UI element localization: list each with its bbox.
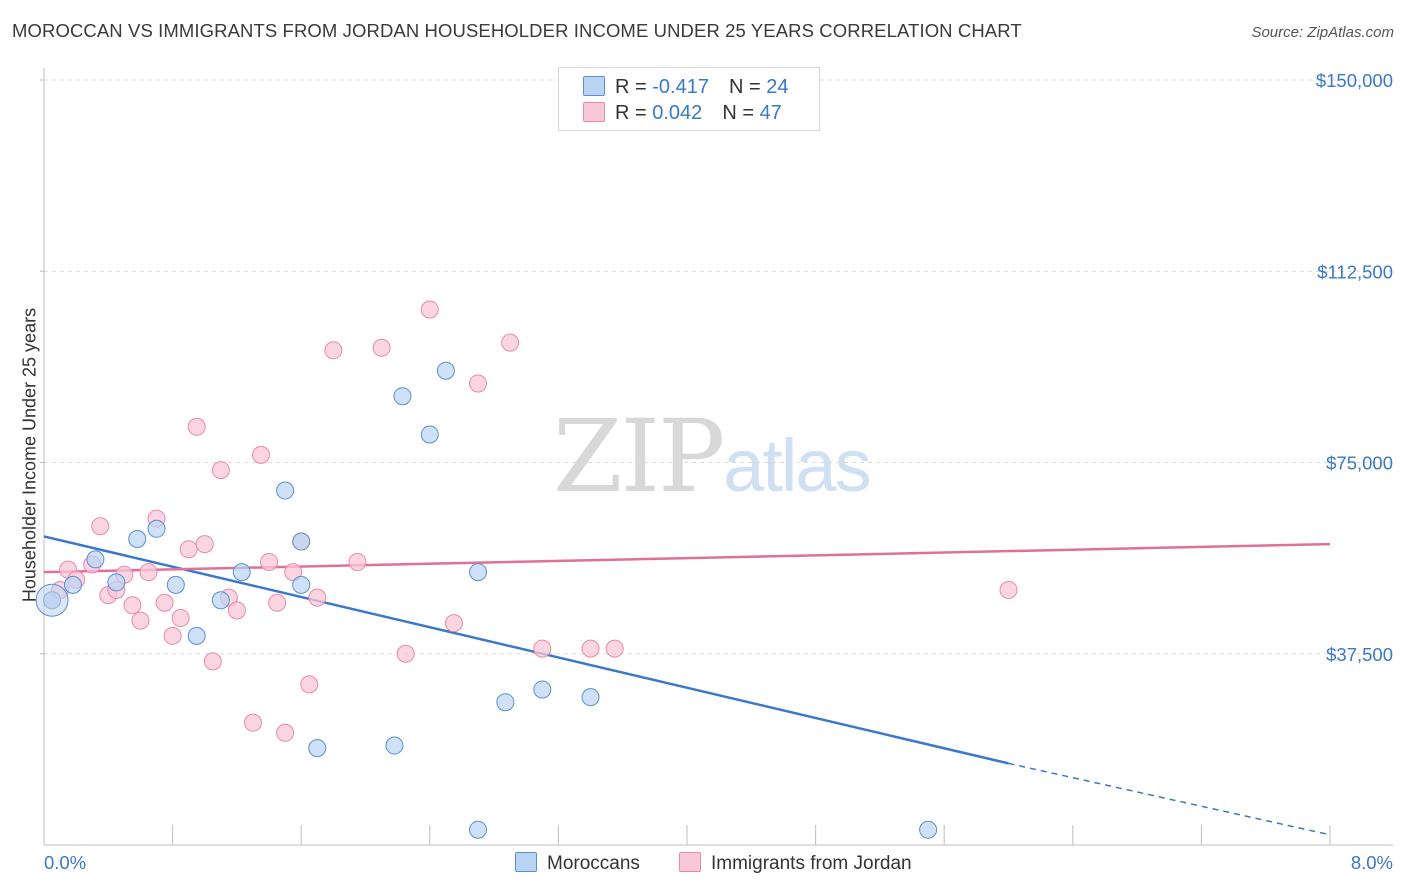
point-jordan [420,300,439,319]
series-jordan-points [43,300,1018,742]
point-moroccans [166,575,185,594]
legend-n-label: N = [728,76,767,98]
y-axis-label: Householder Income Under 25 years [19,307,40,603]
point-jordan [227,601,246,620]
point-moroccans [581,688,600,707]
point-moroccans [469,563,488,582]
point-jordan [171,609,190,628]
legend-row-jordan: R = 0.042 N = 47 [583,102,782,126]
point-jordan [581,639,600,658]
legend-n-value: 24 [766,76,789,98]
point-jordan [396,644,415,663]
watermark-atlas: atlas [723,424,871,507]
legend-r-label: R = [615,102,653,124]
point-jordan [324,341,343,360]
series-moroccans-points [35,361,938,839]
point-jordan [187,417,206,436]
point-moroccans [187,626,206,645]
point-moroccans [232,563,251,582]
bottom-legend-jordan: Immigrants from Jordan [679,852,912,875]
point-moroccans [393,387,412,406]
point-moroccans [128,530,147,548]
legend-n-value: 47 [759,102,782,124]
point-moroccans [276,481,295,500]
point-moroccans [107,573,126,592]
trend-line-moroccans-extension [1008,762,1331,836]
bottom-legend-swatch-moroccans [515,852,537,872]
axes [40,68,1393,846]
point-moroccans [385,736,404,755]
point-jordan [179,540,198,559]
legend-n-label: N = [722,102,760,124]
trend-lines [43,535,1331,836]
point-moroccans [211,591,230,610]
y-tick-label: $37,500 [1326,644,1393,665]
point-jordan [501,333,520,352]
watermark: ZIPatlas [553,398,872,515]
point-jordan [268,593,287,612]
x-tick-label: 0.0% [44,852,86,873]
point-jordan [308,588,327,607]
y-tick-label: $75,000 [1326,453,1393,474]
point-jordan [276,723,295,742]
trend-line-moroccans [43,535,1009,765]
chart-title: MOROCCAN VS IMMIGRANTS FROM JORDAN HOUSE… [12,20,1022,41]
tick-labels: $37,500 $75,000 $112,500 $150,000 0.0% 8.0% [44,70,1393,873]
point-moroccans [533,680,552,699]
point-moroccans [436,361,455,380]
point-jordan [91,517,110,536]
point-moroccans [292,532,311,551]
point-jordan [203,652,222,671]
point-jordan [139,563,158,582]
bottom-legend-label-jordan: Immigrants from Jordan [711,853,912,874]
point-moroccans [147,519,166,538]
point-jordan [243,713,262,732]
point-moroccans [420,425,439,444]
trend-line-jordan [43,542,1331,574]
point-jordan [195,535,214,554]
point-moroccans [308,739,327,758]
legend-row-moroccans: R = -0.417 N = 24 [583,76,788,100]
legend-swatch-jordan [583,102,605,122]
point-moroccans [63,575,82,594]
point-jordan [252,445,271,464]
legend-r-label: R = [615,76,653,98]
point-jordan [605,639,624,658]
watermark-zip: ZIP [553,398,725,515]
y-tick-label: $112,500 [1317,261,1393,282]
point-jordan [211,461,230,480]
correlation-legend: R = -0.417 N = 24 R = 0.042 N = 47 [558,67,820,131]
point-moroccans [292,575,311,594]
legend-r-value: -0.417 [652,76,709,98]
bottom-legend-swatch-jordan [679,852,701,872]
legend-r-value: 0.042 [652,102,703,124]
point-moroccans [86,550,105,569]
x-tick-label: 8.0% [1351,852,1393,873]
point-jordan [469,374,488,393]
point-cluster [35,583,69,617]
point-jordan [155,593,174,612]
y-tick-label: $150,000 [1316,70,1393,91]
point-jordan [163,626,182,645]
point-jordan [284,563,303,582]
point-moroccans [469,820,488,839]
legend-swatch-moroccans [583,76,605,96]
point-jordan [533,639,552,658]
bottom-legend-moroccans: Moroccans [515,852,640,875]
bottom-legend-label-moroccans: Moroccans [547,853,640,874]
point-jordan [260,552,279,571]
point-jordan [123,596,142,615]
point-jordan [999,581,1018,599]
point-jordan [372,338,391,357]
source-label: Source: ZipAtlas.com [1251,24,1394,41]
point-jordan [300,675,319,694]
point-jordan [131,611,150,630]
point-jordan [444,614,463,633]
point-jordan [348,552,367,571]
point-moroccans [496,693,515,712]
point-moroccans [919,820,938,839]
